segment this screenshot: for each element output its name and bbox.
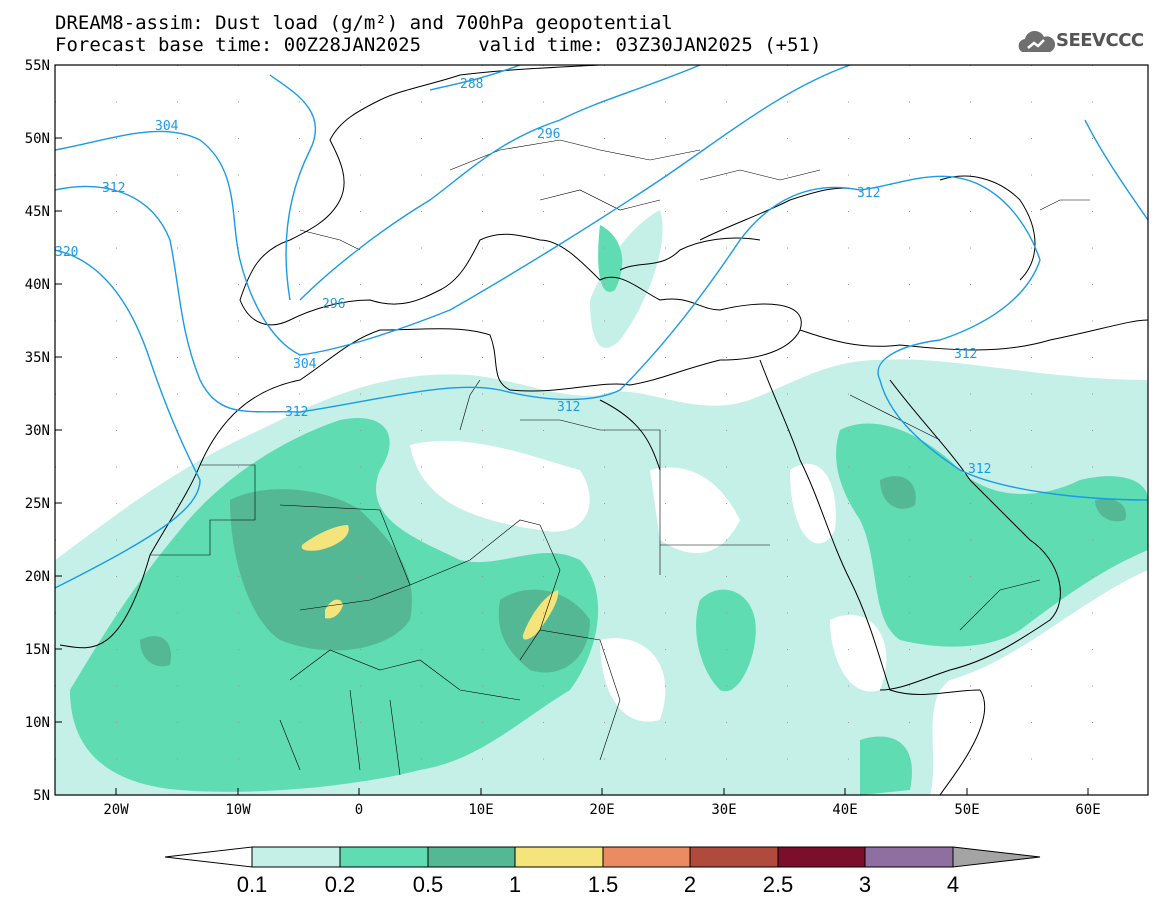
contour-label-288: 288 <box>460 77 483 92</box>
colorbar-swatch <box>602 846 691 868</box>
lat-label: 5N <box>33 788 50 804</box>
colorbar-swatch <box>864 846 954 868</box>
colorbar-swatch <box>251 846 341 868</box>
contour-label-312: 312 <box>285 405 308 420</box>
lat-label: 55N <box>25 58 50 74</box>
lat-label: 25N <box>25 496 50 512</box>
colorbar-swatch <box>777 846 866 868</box>
lon-label: 10W <box>225 802 251 818</box>
colorbar-label: 2 <box>684 872 696 897</box>
coastlines <box>59 65 1148 795</box>
colorbar-label: 0.1 <box>237 872 268 897</box>
colorbar-swatch <box>689 846 779 868</box>
contour-label-312: 312 <box>968 462 991 477</box>
lon-labels: 20W 10W 0 10E 20E 30E 40E 50E 60E <box>103 802 1100 818</box>
colorbar-swatch <box>514 846 604 868</box>
lon-label: 10E <box>468 802 493 818</box>
colorbar-label: 0.2 <box>325 872 356 897</box>
colorbar-swatch <box>427 846 516 868</box>
colorbar-swatch <box>339 846 429 868</box>
colorbar-under-arrow <box>164 846 253 868</box>
country-borders <box>150 139 1090 776</box>
lat-label: 45N <box>25 204 50 220</box>
contour-label-312: 312 <box>102 181 125 196</box>
contour-label-312: 312 <box>857 186 880 201</box>
lat-label: 35N <box>25 350 50 366</box>
contour-label-304: 304 <box>293 357 317 372</box>
lat-label: 40N <box>25 277 50 293</box>
colorbar-label: 4 <box>947 872 959 897</box>
contour-label-304: 304 <box>155 119 179 134</box>
colorbar-labels: 0.1 0.2 0.5 1 1.5 2 2.5 3 4 <box>237 872 959 897</box>
contour-label-296: 296 <box>322 297 345 312</box>
contour-label-320: 320 <box>55 245 78 260</box>
colorbar-over-arrow <box>952 846 1041 868</box>
lat-label: 20N <box>25 569 50 585</box>
logo-text: SEEVCCC <box>1056 30 1144 51</box>
lat-axis <box>55 64 62 796</box>
lon-label: 0 <box>355 802 363 818</box>
lat-label: 50N <box>25 131 50 147</box>
lon-label: 20W <box>103 802 129 818</box>
colorbar-label: 2.5 <box>763 872 794 897</box>
lon-label: 20E <box>589 802 614 818</box>
geopotential-contours <box>55 65 1148 589</box>
lat-labels: 55N 50N 45N 40N 35N 30N 25N 20N 15N 10N … <box>25 58 50 804</box>
colorbar-label: 1 <box>509 872 521 897</box>
lon-label: 50E <box>954 802 979 818</box>
colorbar-label: 0.5 <box>413 872 444 897</box>
lon-label: 60E <box>1075 802 1100 818</box>
contour-label-312: 312 <box>557 400 580 415</box>
colorbar-label: 1.5 <box>588 872 619 897</box>
contour-labels: 288 296 304 312 320 296 304 312 312 312 … <box>55 77 991 477</box>
lat-label: 10N <box>25 715 50 731</box>
lat-label: 15N <box>25 642 50 658</box>
seevccc-logo <box>1018 30 1056 52</box>
map-subtitle-times: Forecast base time: 00Z28JAN2025 valid t… <box>55 34 822 56</box>
colorbar <box>164 846 1041 868</box>
lon-label: 40E <box>832 802 857 818</box>
lon-axis <box>115 788 1089 795</box>
cloud-icon <box>1018 30 1056 52</box>
lon-label: 30E <box>711 802 736 818</box>
map-title: DREAM8-assim: Dust load (g/m²) and 700hP… <box>55 12 673 34</box>
contour-label-312: 312 <box>954 347 977 362</box>
lat-label: 30N <box>25 423 50 439</box>
contour-label-296: 296 <box>537 127 560 142</box>
colorbar-label: 3 <box>859 872 871 897</box>
